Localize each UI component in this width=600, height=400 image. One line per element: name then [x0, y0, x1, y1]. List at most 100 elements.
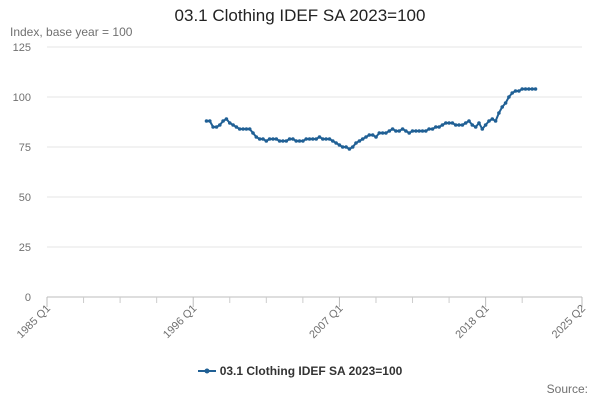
data-point — [424, 129, 428, 133]
x-tick-label: 2007 Q1 — [307, 303, 345, 341]
data-point — [347, 147, 352, 151]
data-point — [261, 137, 265, 141]
data-point — [224, 117, 229, 121]
data-point — [533, 87, 538, 91]
data-point — [317, 135, 322, 139]
data-point — [387, 129, 392, 133]
source-label: Source: — [546, 382, 588, 396]
data-point — [520, 87, 524, 91]
data-point — [380, 131, 385, 135]
data-point — [291, 137, 295, 141]
data-point — [493, 119, 498, 123]
data-point — [211, 125, 215, 129]
data-point — [463, 121, 468, 125]
data-point — [321, 137, 325, 141]
data-point — [400, 127, 405, 131]
legend-series-marker — [197, 368, 216, 374]
y-axis-tick-labels: 0 25 50 75 100 125 — [13, 42, 31, 304]
data-point — [281, 139, 285, 143]
data-point — [364, 135, 368, 139]
y-tick-label: 0 — [25, 292, 31, 304]
data-point — [490, 117, 495, 121]
data-point — [377, 131, 382, 135]
data-point — [480, 127, 485, 131]
y-tick-label: 25 — [19, 242, 31, 254]
data-point — [218, 123, 222, 127]
data-point — [294, 139, 299, 143]
data-point — [444, 121, 448, 125]
data-point — [503, 101, 508, 105]
data-point — [394, 129, 398, 133]
data-point — [274, 137, 279, 141]
data-point — [457, 123, 461, 127]
data-point — [267, 137, 272, 141]
data-point — [414, 129, 418, 133]
y-tick-label: 125 — [13, 42, 31, 54]
data-point — [254, 135, 259, 139]
data-point — [247, 127, 252, 131]
data-point — [513, 89, 518, 93]
data-point — [477, 121, 481, 125]
data-point — [334, 141, 338, 145]
data-point — [447, 121, 451, 125]
gridlines — [47, 46, 582, 248]
chart-title: 03.1 Clothing IDEF SA 2023=100 — [174, 6, 426, 25]
data-point — [450, 121, 455, 125]
data-point — [231, 123, 235, 127]
data-point — [430, 127, 435, 131]
data-point — [221, 119, 225, 123]
data-point — [324, 137, 328, 141]
data-point — [510, 91, 514, 95]
data-point — [483, 123, 488, 127]
data-point — [374, 135, 378, 139]
data-point — [517, 89, 521, 93]
data-point — [467, 119, 471, 123]
data-point — [437, 125, 441, 129]
data-point — [297, 139, 302, 143]
data-point — [497, 111, 501, 115]
data-point — [271, 137, 275, 141]
data-point — [314, 137, 319, 141]
data-point — [340, 145, 345, 149]
data-point — [244, 127, 249, 131]
data-point — [228, 121, 232, 125]
data-point — [453, 123, 458, 127]
data-point — [331, 139, 335, 143]
data-point — [500, 105, 505, 109]
data-point — [404, 129, 408, 133]
data-point — [397, 129, 402, 133]
data-point — [344, 145, 348, 149]
data-point — [327, 137, 332, 141]
data-point — [284, 139, 289, 143]
data-point — [434, 125, 438, 129]
data-point — [264, 139, 269, 143]
data-point — [370, 133, 375, 137]
series-line — [206, 88, 536, 150]
legend[interactable]: 03.1 Clothing IDEF SA 2023=100 — [0, 364, 600, 378]
data-point — [470, 123, 475, 127]
y-tick-label: 100 — [13, 92, 31, 104]
data-point — [527, 87, 531, 91]
x-axis: 1985 Q1 1996 Q1 2007 Q1 2018 Q1 2025 Q2 — [15, 296, 588, 341]
data-point — [204, 119, 209, 123]
x-tick-label: 1985 Q1 — [15, 303, 53, 341]
data-point — [523, 87, 528, 91]
data-point — [384, 131, 388, 135]
y-tick-label: 50 — [19, 192, 31, 204]
x-tick-label: 2018 Q1 — [453, 303, 491, 341]
data-point — [208, 119, 212, 123]
data-point — [304, 137, 309, 141]
data-point — [407, 131, 412, 135]
data-point — [460, 123, 465, 127]
data-point — [357, 139, 362, 143]
legend-series-label: 03.1 Clothing IDEF SA 2023=100 — [219, 364, 403, 378]
data-point — [307, 137, 312, 141]
data-point — [234, 125, 239, 129]
data-point — [301, 139, 305, 143]
data-point — [311, 137, 315, 141]
data-point — [427, 127, 431, 131]
data-point — [367, 133, 372, 137]
data-point — [487, 119, 491, 123]
x-tick-label: 2025 Q2 — [550, 303, 588, 341]
y-axis-unit-label: Index, base year = 100 — [10, 25, 133, 39]
